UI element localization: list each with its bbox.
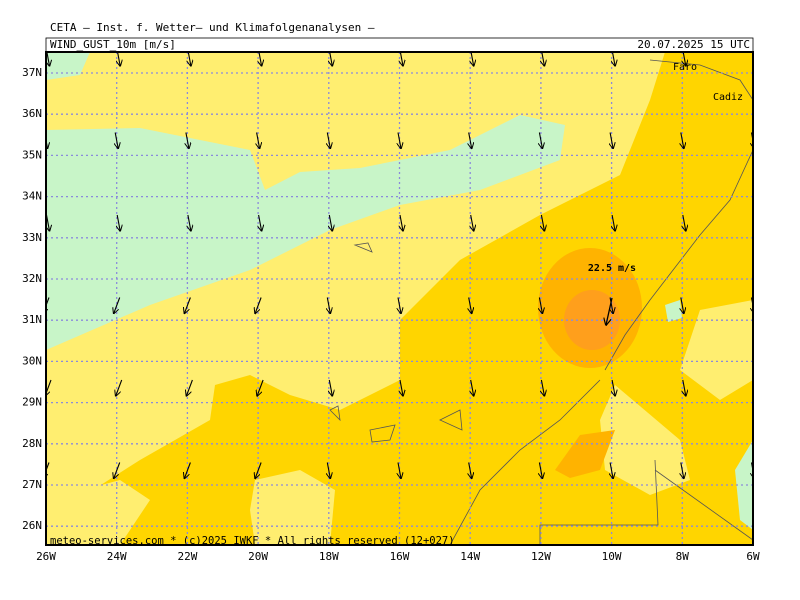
- place-label: Cadiz: [713, 92, 743, 103]
- lat-label: 26N: [22, 519, 42, 532]
- wind-arrow: [400, 214, 403, 231]
- wind-arrow: [184, 297, 191, 314]
- lon-label: 6W: [746, 550, 760, 563]
- wind-arrow: [469, 297, 472, 314]
- wind-arrow: [541, 214, 544, 231]
- wind-arrow: [683, 214, 686, 231]
- wind-arrow: [46, 379, 52, 396]
- wind-arrow: [469, 462, 472, 479]
- lat-label: 37N: [22, 66, 42, 79]
- valid-time: 20.07.2025 15 UTC: [637, 38, 750, 51]
- field-name: WIND_GUST_10m [m/s]: [50, 38, 176, 51]
- lon-label: 22W: [177, 550, 197, 563]
- lat-label: 29N: [22, 396, 42, 409]
- lon-label: 20W: [248, 550, 268, 563]
- max-annotation: 22.5 m/s: [588, 263, 636, 274]
- lon-label: 26W: [36, 550, 56, 563]
- wind-arrow: [539, 132, 542, 149]
- wind-arrow: [398, 462, 401, 479]
- map-frame: [45, 51, 754, 546]
- lon-label: 12W: [531, 550, 551, 563]
- lat-label: 33N: [22, 231, 42, 244]
- wind-arrow: [257, 379, 264, 396]
- field-layer: [46, 52, 753, 545]
- wind-arrow: [255, 297, 262, 314]
- wind-arrow: [610, 132, 613, 149]
- lon-label: 14W: [460, 550, 480, 563]
- wind-arrow: [610, 297, 613, 314]
- wind-arrow: [469, 132, 472, 149]
- wind-arrow: [612, 214, 615, 231]
- lon-label: 16W: [390, 550, 410, 563]
- wind-arrow: [115, 132, 118, 149]
- wind-arrow: [681, 297, 684, 314]
- lon-label: 8W: [676, 550, 690, 563]
- wind-arrow: [327, 297, 330, 314]
- wind-arrow: [398, 297, 401, 314]
- wind-arrow: [400, 379, 403, 396]
- wind-arrow: [398, 132, 401, 149]
- lat-label: 34N: [22, 190, 42, 203]
- wind-arrow: [186, 132, 189, 149]
- wind-arrow: [188, 214, 191, 231]
- wind-arrow: [471, 379, 474, 396]
- wind-arrow: [539, 297, 542, 314]
- wind-arrow: [117, 214, 120, 231]
- wind-arrow: [681, 462, 684, 479]
- lat-label: 28N: [22, 437, 42, 450]
- wind-arrow: [683, 379, 686, 396]
- lat-label: 36N: [22, 107, 42, 120]
- footer: meteo-services.com * (c)2025 IWKF * All …: [50, 535, 455, 547]
- wind-arrow: [257, 132, 260, 149]
- title: CETA — Inst. f. Wetter— und Klimafolgena…: [50, 21, 375, 34]
- lat-label: 31N: [22, 313, 42, 326]
- wind-arrow: [46, 297, 50, 314]
- wind-arrow: [471, 214, 474, 231]
- lat-label: 27N: [22, 478, 42, 491]
- wind-arrow: [46, 462, 50, 479]
- wind-arrow: [539, 462, 542, 479]
- lat-label: 30N: [22, 354, 42, 367]
- wind-arrow: [255, 462, 262, 479]
- wind-arrow: [116, 379, 123, 396]
- wind-arrow: [612, 379, 615, 396]
- wind-arrow: [186, 379, 193, 396]
- wind-arrow: [327, 462, 330, 479]
- place-label: Faro: [673, 62, 697, 73]
- wind-arrow: [327, 132, 330, 149]
- wind-arrow: [114, 297, 121, 314]
- lat-label: 32N: [22, 272, 42, 285]
- lon-label: 18W: [319, 550, 339, 563]
- wind-arrow: [114, 462, 121, 479]
- wind-arrow: [610, 462, 613, 479]
- wind-arrow: [259, 214, 262, 231]
- lon-label: 24W: [107, 550, 127, 563]
- wind-arrow: [184, 462, 191, 479]
- wind-arrow: [681, 132, 684, 149]
- wind-arrow: [329, 379, 332, 396]
- wind-arrow: [541, 379, 544, 396]
- wind-arrow: [329, 214, 332, 231]
- lon-label: 10W: [602, 550, 622, 563]
- lat-label: 35N: [22, 148, 42, 161]
